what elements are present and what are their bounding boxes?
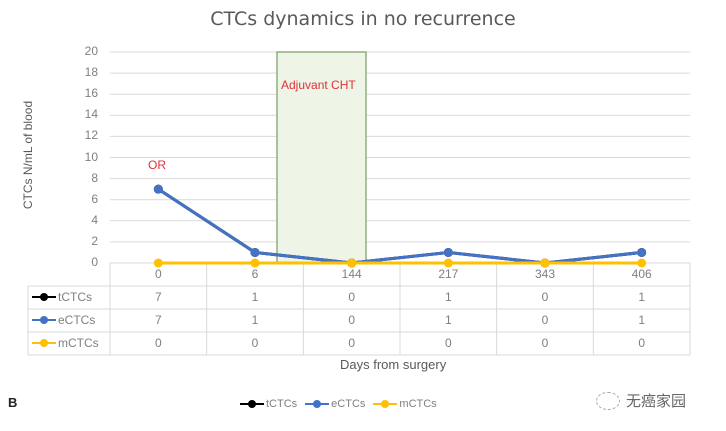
table-cell: 1 — [444, 290, 452, 304]
x-category-label: 343 — [534, 267, 555, 281]
table-cell: 0 — [154, 336, 162, 350]
data-point — [637, 247, 647, 257]
annotation-adjuvant-cht: Adjuvant CHT — [281, 78, 356, 92]
panel-label: B — [8, 395, 18, 410]
y-tick-label: 20 — [84, 44, 98, 58]
data-point — [637, 258, 647, 268]
table-cell: 0 — [348, 313, 355, 327]
y-tick-label: 16 — [84, 86, 98, 101]
data-point — [443, 247, 453, 257]
data-point — [347, 258, 357, 268]
table-series-label: mCTCs — [32, 336, 99, 350]
series-marker-icon — [32, 293, 56, 301]
y-tick-label: 4 — [91, 212, 98, 227]
table-cell: 1 — [444, 313, 452, 327]
y-tick-label: 6 — [91, 191, 98, 206]
x-category-label: 0 — [154, 267, 162, 281]
table-cell: 0 — [348, 290, 355, 304]
data-point — [250, 247, 260, 257]
table-cell: 0 — [251, 336, 259, 350]
watermark: 无癌家园 — [596, 390, 686, 411]
table-cell: 0 — [638, 336, 645, 350]
x-axis-label: Days from surgery — [340, 357, 447, 372]
y-tick-label: 18 — [84, 65, 98, 80]
wechat-icon — [596, 391, 620, 410]
data-point — [250, 258, 260, 268]
table-cell: 1 — [638, 313, 645, 327]
table-cell: 7 — [154, 290, 162, 304]
table-cell: 1 — [638, 290, 645, 304]
y-tick-label: 10 — [84, 149, 98, 164]
y-tick-label: 14 — [84, 107, 98, 122]
x-category-label: 6 — [251, 267, 259, 281]
table-cell: 1 — [251, 313, 259, 327]
table-cell: 0 — [541, 313, 549, 327]
data-point — [153, 184, 163, 194]
x-category-label: 144 — [341, 267, 362, 281]
series-line-eCTCs — [157, 187, 642, 265]
table-cell: 0 — [541, 336, 549, 350]
x-category-label: 406 — [631, 267, 652, 281]
series-line-tCTCs — [157, 187, 642, 265]
y-tick-label: 0 — [91, 255, 98, 269]
x-category-label: 217 — [438, 267, 459, 281]
table-cell: 0 — [348, 336, 355, 350]
table-cell: 7 — [154, 313, 162, 327]
y-tick-label: 2 — [91, 233, 98, 248]
adjuvant-cht-region — [276, 51, 367, 264]
legend-item-mctcs: mCTCs — [373, 398, 437, 410]
legend-marker-icon — [373, 400, 398, 408]
table-cell: 0 — [444, 336, 452, 350]
series-marker-icon — [32, 339, 56, 347]
legend: tCTCs eCTCs mCTCs — [240, 398, 437, 410]
table-cell: 0 — [541, 290, 549, 304]
legend-marker-icon — [240, 400, 264, 408]
chart-title: CTCs dynamics in no recurrence — [210, 8, 516, 30]
series-marker-icon — [32, 316, 56, 324]
table-cell: 1 — [251, 290, 259, 304]
legend-marker-icon — [305, 400, 330, 408]
data-point — [153, 258, 163, 268]
legend-item-ectcs: eCTCs — [305, 398, 365, 410]
data-point — [540, 258, 550, 268]
y-tick-label: 8 — [91, 170, 98, 185]
y-tick-label: 12 — [84, 128, 98, 143]
annotation-or: OR — [148, 158, 166, 172]
data-point — [443, 258, 453, 268]
table-series-label: tCTCs — [32, 290, 92, 304]
table-series-label: eCTCs — [32, 313, 95, 327]
legend-item-tctcs: tCTCs — [240, 398, 297, 410]
